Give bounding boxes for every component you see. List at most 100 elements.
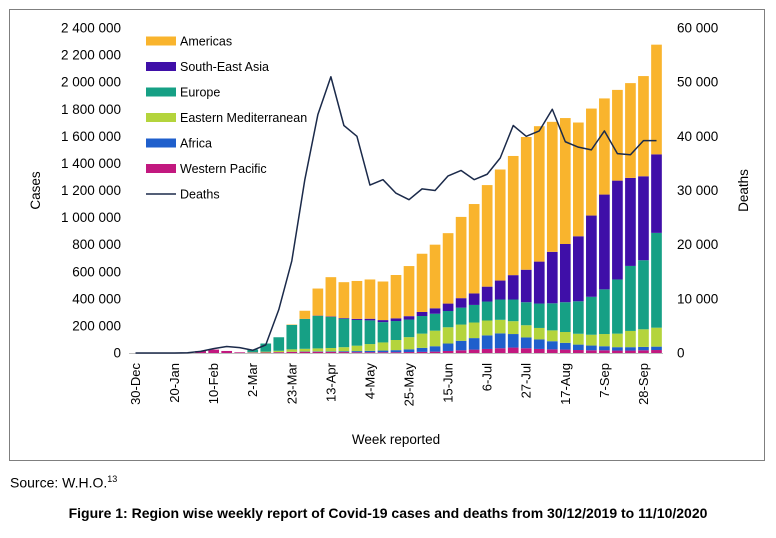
bar-africa <box>442 343 454 351</box>
y-tick-label: 400 000 <box>72 291 121 306</box>
bar-western-pacific <box>520 348 532 353</box>
x-tick-label: 27-Jul <box>519 363 534 399</box>
legend-swatch-americas <box>146 36 176 46</box>
bar-europe <box>364 320 376 345</box>
y2-axis-title: Deaths <box>736 169 751 212</box>
bar-europe <box>351 319 363 346</box>
x-tick-label: 17-Aug <box>558 363 573 405</box>
bar-western-pacific <box>377 352 389 353</box>
bar-south-east-asia <box>533 261 545 304</box>
x-tick-label: 15-Jun <box>441 363 456 403</box>
x-tick-label: 28-Sep <box>636 363 651 405</box>
legend-label: Western Pacific <box>180 162 267 176</box>
bar-south-east-asia <box>638 176 649 261</box>
bar-eastern-mediterranean <box>364 344 376 351</box>
bar-south-east-asia <box>403 316 415 320</box>
bar-europe <box>312 315 324 349</box>
x-tick-label: 10-Feb <box>206 363 221 404</box>
bar-western-pacific <box>325 351 337 353</box>
bar-americas <box>520 137 532 270</box>
y2-tick-label: 30 000 <box>677 183 718 198</box>
bar-americas <box>442 233 454 304</box>
chart-frame: 0 200 000 400 000 600 000 800 000 1 000 000 1 … <box>9 9 765 461</box>
bar-europe <box>546 303 558 331</box>
y-tick-label: 1 000 000 <box>61 210 121 225</box>
bar-eastern-mediterranean <box>299 348 311 352</box>
bar-americas <box>455 216 467 299</box>
bar-eastern-mediterranean <box>416 333 428 348</box>
bar-western-pacific <box>312 351 324 353</box>
bar-eastern-mediterranean <box>651 327 662 347</box>
bar-africa <box>481 335 493 349</box>
x-axis-title: Week reported <box>352 432 440 447</box>
bar-western-pacific <box>599 350 610 353</box>
bar-western-pacific <box>625 350 636 353</box>
bar-western-pacific <box>442 350 454 353</box>
bar-south-east-asia <box>559 243 571 303</box>
y-tick-label: 2 000 000 <box>61 75 121 90</box>
bar-eastern-mediterranean <box>520 325 532 338</box>
bar-europe <box>481 301 493 321</box>
bar-africa <box>468 338 480 350</box>
bar-americas <box>429 244 441 309</box>
bar-africa <box>390 350 402 353</box>
y2-tick-label: 50 000 <box>677 75 718 90</box>
bar-europe <box>286 324 298 350</box>
y-tick-label: 1 800 000 <box>61 102 121 117</box>
bar-western-pacific <box>468 349 480 353</box>
y2-tick-label: 10 000 <box>677 291 718 306</box>
bar-americas <box>586 108 597 216</box>
bar-western-pacific <box>221 350 233 353</box>
bar-africa <box>533 339 545 349</box>
bar-americas <box>533 126 545 262</box>
bar-americas <box>390 275 402 319</box>
bar-americas <box>325 277 337 317</box>
bar-western-pacific <box>273 352 285 353</box>
bar-western-pacific <box>573 350 584 353</box>
bar-western-pacific <box>260 352 272 353</box>
bar-western-pacific <box>234 352 246 353</box>
bar-eastern-mediterranean <box>481 320 493 336</box>
bar-eastern-mediterranean <box>468 322 480 339</box>
bar-south-east-asia <box>455 298 467 308</box>
x-tick-label: 2-Mar <box>245 362 260 397</box>
bar-africa <box>638 346 649 351</box>
bar-eastern-mediterranean <box>455 324 467 341</box>
bar-africa <box>586 345 597 351</box>
bar-europe <box>533 303 545 328</box>
bar-americas <box>351 280 363 319</box>
bar-eastern-mediterranean <box>312 348 324 352</box>
bar-south-east-asia <box>416 311 428 317</box>
bar-eastern-mediterranean <box>586 334 597 346</box>
bar-eastern-mediterranean <box>429 330 441 347</box>
bar-eastern-mediterranean <box>533 327 545 340</box>
bar-europe <box>377 322 389 343</box>
figure-caption: Figure 1: Region wise weekly report of C… <box>68 505 708 521</box>
bar-europe <box>338 318 350 348</box>
bar-europe <box>390 321 402 340</box>
bar-western-pacific <box>651 350 662 353</box>
bar-eastern-mediterranean <box>625 330 636 348</box>
bar-americas <box>312 288 324 316</box>
bar-western-pacific <box>390 352 402 353</box>
x-tick-label: 4-May <box>362 363 377 400</box>
bar-africa <box>546 341 558 350</box>
bar-western-pacific <box>416 351 428 353</box>
y2-tick-label: 60 000 <box>677 21 718 36</box>
bar-western-pacific <box>586 350 597 353</box>
bar-western-pacific <box>351 352 363 353</box>
bar-americas <box>559 118 571 244</box>
x-tick-label: 20-Jan <box>167 363 182 403</box>
bar-western-pacific <box>455 350 467 353</box>
bar-europe <box>612 279 623 334</box>
source-text: Source: W.H.O. <box>10 474 108 491</box>
y-tick-label: 1 200 000 <box>61 183 121 198</box>
bar-americas <box>494 169 506 281</box>
bar-americas <box>651 44 662 155</box>
bar-eastern-mediterranean <box>559 332 571 343</box>
bar-eastern-mediterranean <box>325 347 337 352</box>
legend-swatch-europe <box>146 87 176 97</box>
bar-europe <box>455 307 467 325</box>
bar-europe <box>559 302 571 333</box>
x-tick-label: 30-Dec <box>128 363 143 405</box>
